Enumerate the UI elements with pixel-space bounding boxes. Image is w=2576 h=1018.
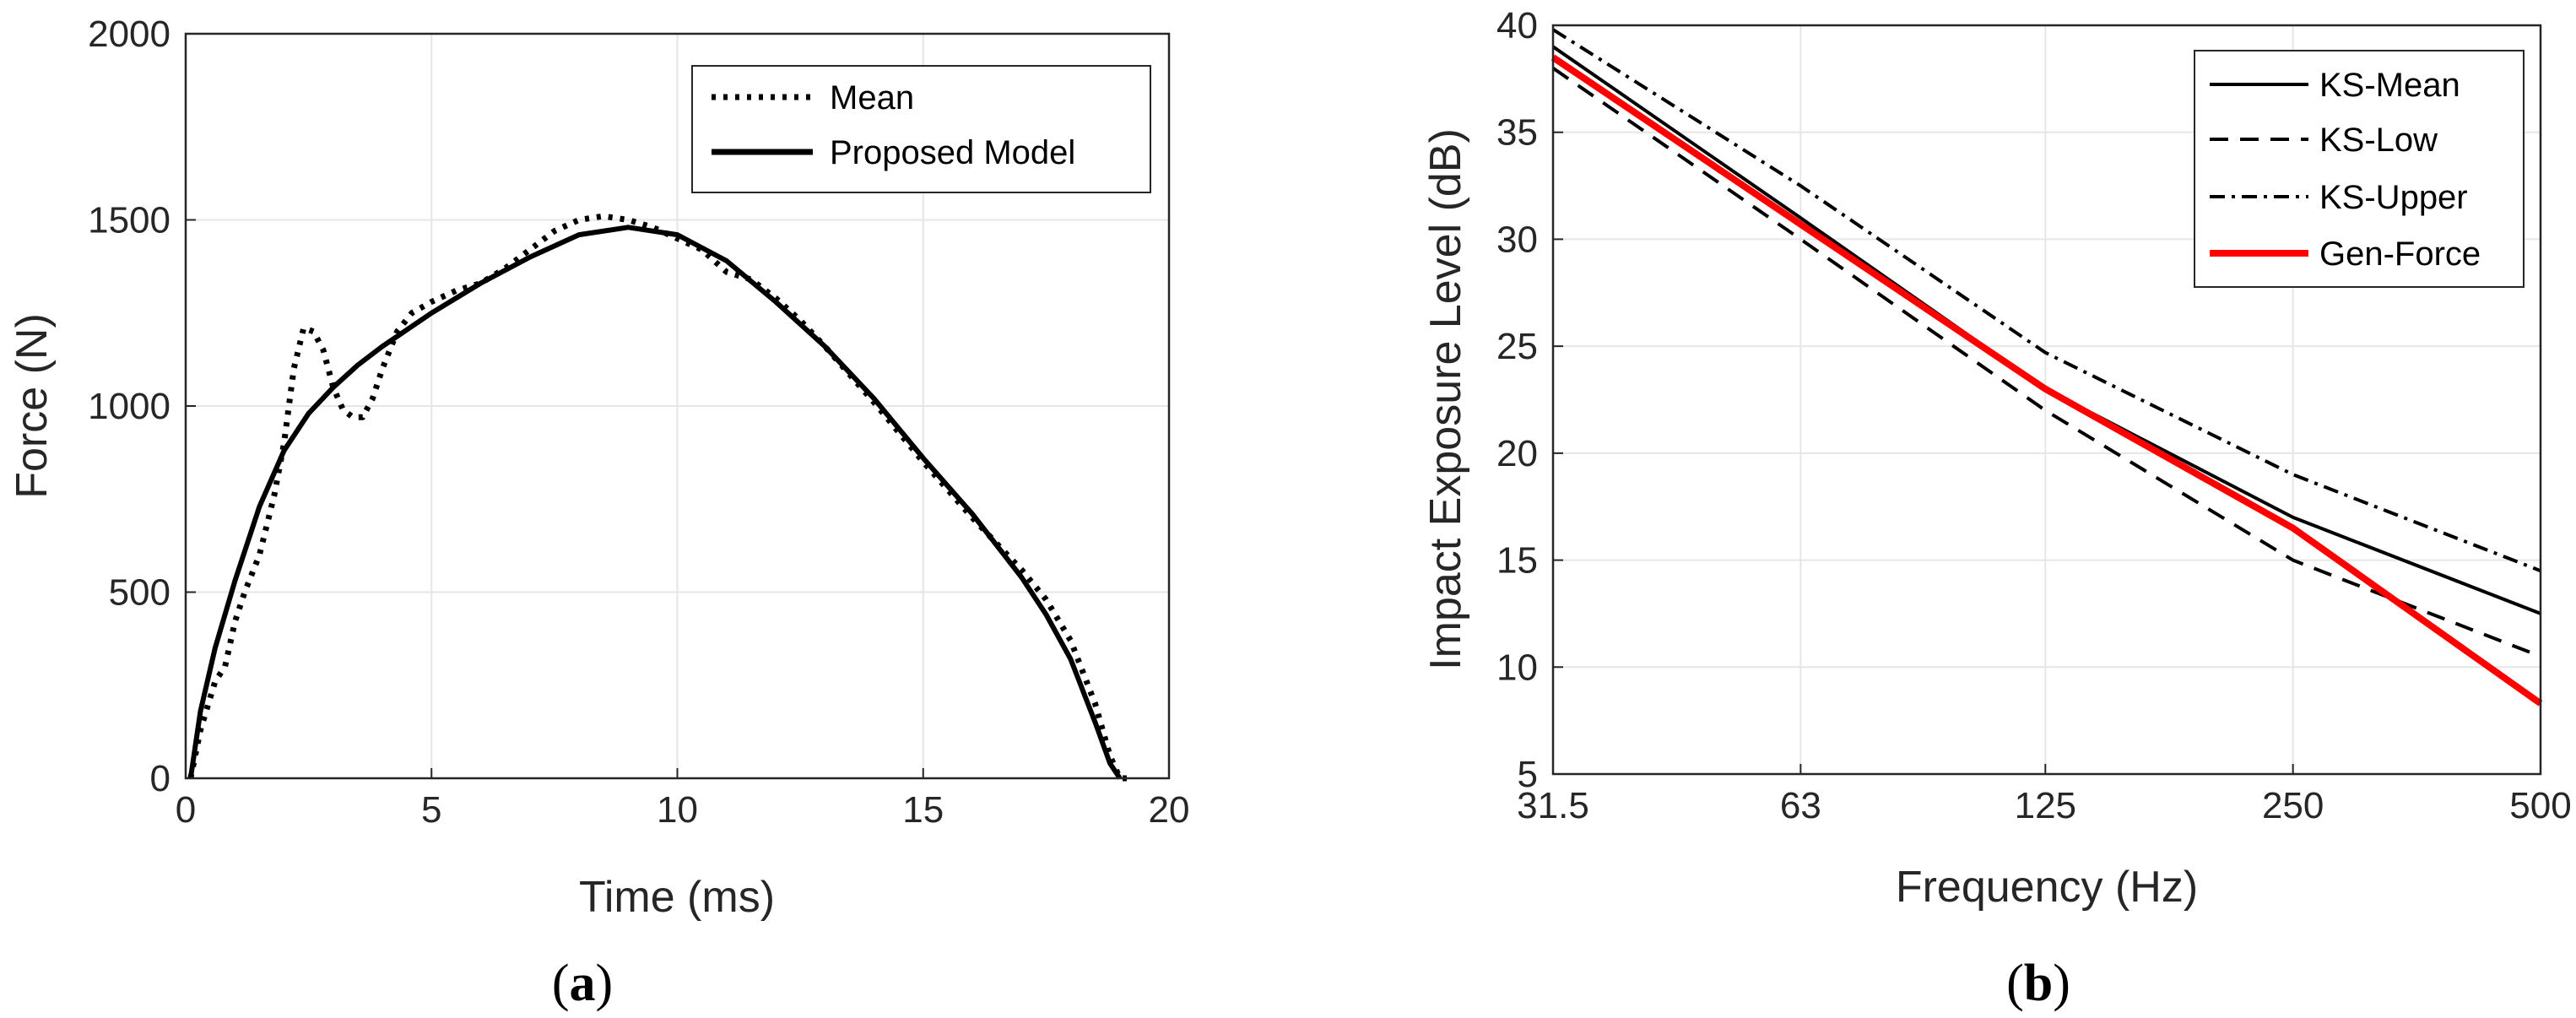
chart-b-ytick-label: 25 bbox=[1496, 326, 1538, 367]
chart-a-xtick-label: 5 bbox=[421, 789, 441, 831]
chart-b-legend-ksupper-label: KS-Upper bbox=[2319, 179, 2468, 216]
chart-a-panel-letter: a bbox=[570, 955, 596, 1012]
chart-a-legend-box bbox=[691, 65, 1151, 193]
chart-b-ticks: 31.5 63 125 250 500 5 10 15 20 25 30 35 40 bbox=[1496, 5, 2572, 826]
chart-a-ytick-label: 2000 bbox=[88, 14, 170, 55]
chart-b-legend-box bbox=[2194, 50, 2525, 288]
chart-b-panel-letter: b bbox=[2024, 955, 2053, 1012]
chart-a-series bbox=[187, 213, 1130, 782]
chart-b-ytick-label: 10 bbox=[1496, 647, 1538, 688]
chart-b-xtick-label: 31.5 bbox=[1517, 785, 1589, 826]
chart-a-xtick-label: 10 bbox=[657, 789, 698, 831]
chart-b-series-gen-force-line bbox=[1550, 54, 2543, 707]
chart-b-legend: KS-Mean KS-Low KS-Upper Gen-Force bbox=[2194, 50, 2525, 288]
chart-a-ytick-label: 1500 bbox=[88, 200, 170, 241]
chart-b-xtick-label: 500 bbox=[2509, 785, 2571, 826]
chart-b-panel-label: (b) bbox=[2006, 955, 2070, 1012]
chart-a-legend-mean-label: Mean bbox=[830, 79, 914, 116]
chart-b: 31.5 63 125 250 500 5 10 15 20 25 30 35 40 Frequency… bbox=[1421, 5, 2572, 1012]
chart-b-ytick-label: 40 bbox=[1496, 5, 1538, 46]
chart-a: 0 5 10 15 20 0 500 1000 1500 2000 Time (ms) Force… bbox=[8, 14, 1189, 1012]
chart-b-ylabel: Impact Exposure Level (dB) bbox=[1421, 128, 1470, 670]
chart-b-axes-box bbox=[1551, 24, 2542, 776]
chart-b-legend-ksmean-label: KS-Mean bbox=[2319, 67, 2460, 104]
chart-b-series bbox=[1550, 28, 2543, 707]
chart-a-ylabel: Force (N) bbox=[8, 313, 57, 499]
chart-a-legend: Mean Proposed Model bbox=[691, 65, 1151, 193]
chart-a-xtick-label: 0 bbox=[176, 789, 196, 831]
chart-b-ytick-label: 30 bbox=[1496, 219, 1538, 260]
chart-b-ytick-label: 15 bbox=[1496, 540, 1538, 582]
chart-a-xtick-label: 20 bbox=[1149, 789, 1190, 831]
chart-a-xlabel: Time (ms) bbox=[579, 873, 775, 922]
chart-b-xtick-label: 250 bbox=[2262, 785, 2324, 826]
chart-b-legend-kslow-label: KS-Low bbox=[2319, 122, 2438, 159]
chart-a-xtick-label: 15 bbox=[902, 789, 944, 831]
chart-b-series-ks-upper-line bbox=[1551, 28, 2541, 573]
chart-b-ytick-label: 20 bbox=[1496, 433, 1538, 474]
chart-a-ticks: 0 5 10 15 20 0 500 1000 1500 2000 bbox=[88, 14, 1189, 831]
chart-a-ytick-label: 500 bbox=[109, 572, 170, 614]
chart-a-series-proposed-model-line bbox=[187, 225, 1123, 780]
chart-a-ytick-label: 1000 bbox=[88, 386, 170, 427]
chart-b-ytick-label: 5 bbox=[1518, 754, 1538, 795]
chart-b-xtick-label: 63 bbox=[1780, 785, 1821, 826]
chart-b-series-ks-low-line bbox=[1551, 67, 2541, 658]
chart-b-xtick-label: 125 bbox=[2015, 785, 2076, 826]
chart-a-ytick-label: 0 bbox=[150, 758, 170, 799]
chart-a-legend-model-label: Proposed Model bbox=[830, 134, 1075, 171]
chart-b-ytick-label: 35 bbox=[1496, 112, 1538, 154]
chart-a-panel-label: (a) bbox=[552, 955, 613, 1012]
chart-b-legend-genforce-label: Gen-Force bbox=[2319, 236, 2481, 273]
chart-b-xlabel: Frequency (Hz) bbox=[1896, 863, 2198, 912]
